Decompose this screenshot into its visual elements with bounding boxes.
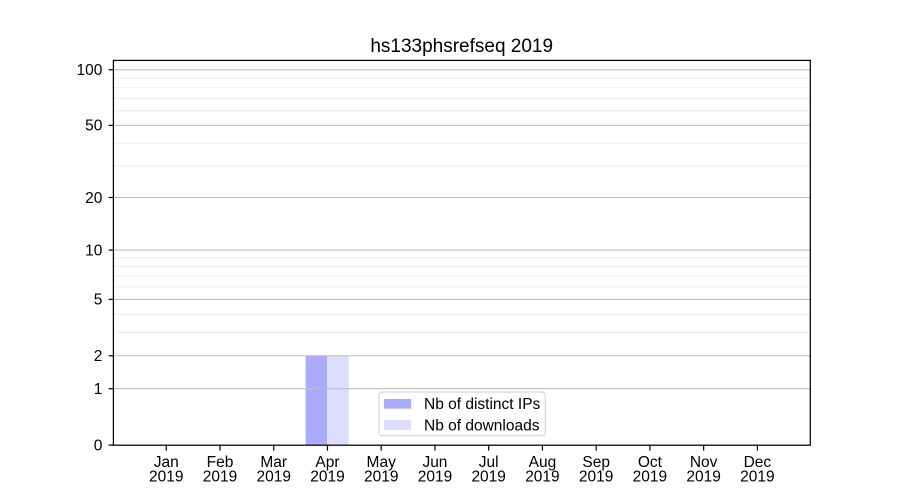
svg-text:2: 2 xyxy=(94,348,103,365)
svg-text:Jul: Jul xyxy=(479,454,499,471)
svg-text:Nb of distinct IPs: Nb of distinct IPs xyxy=(424,396,541,413)
svg-text:2019: 2019 xyxy=(740,469,774,486)
svg-text:Nov: Nov xyxy=(690,454,718,471)
svg-text:1: 1 xyxy=(94,381,103,398)
svg-text:2019: 2019 xyxy=(418,469,452,486)
svg-text:2019: 2019 xyxy=(149,469,183,486)
svg-text:Apr: Apr xyxy=(315,454,339,471)
svg-text:Nb of downloads: Nb of downloads xyxy=(424,417,540,434)
svg-text:0: 0 xyxy=(94,437,103,454)
svg-text:Feb: Feb xyxy=(207,454,234,471)
svg-text:2019: 2019 xyxy=(525,469,559,486)
svg-text:2019: 2019 xyxy=(256,469,290,486)
svg-text:2019: 2019 xyxy=(310,469,344,486)
svg-text:2019: 2019 xyxy=(203,469,237,486)
svg-text:2019: 2019 xyxy=(471,469,505,486)
svg-text:hs133phsrefseq 2019: hs133phsrefseq 2019 xyxy=(370,36,553,57)
svg-text:Jun: Jun xyxy=(422,454,447,471)
svg-text:May: May xyxy=(367,454,397,471)
svg-text:2019: 2019 xyxy=(364,469,398,486)
svg-text:Oct: Oct xyxy=(638,454,663,471)
svg-text:Dec: Dec xyxy=(744,454,772,471)
svg-text:2019: 2019 xyxy=(633,469,667,486)
svg-text:2019: 2019 xyxy=(686,469,720,486)
svg-text:20: 20 xyxy=(85,190,103,207)
svg-text:Mar: Mar xyxy=(260,454,287,471)
svg-text:100: 100 xyxy=(77,62,103,79)
svg-text:10: 10 xyxy=(85,242,103,259)
svg-text:Sep: Sep xyxy=(582,454,610,471)
svg-text:Aug: Aug xyxy=(529,454,557,471)
svg-text:5: 5 xyxy=(94,292,103,309)
svg-text:50: 50 xyxy=(85,118,103,135)
svg-text:2019: 2019 xyxy=(579,469,613,486)
svg-text:Jan: Jan xyxy=(154,454,179,471)
